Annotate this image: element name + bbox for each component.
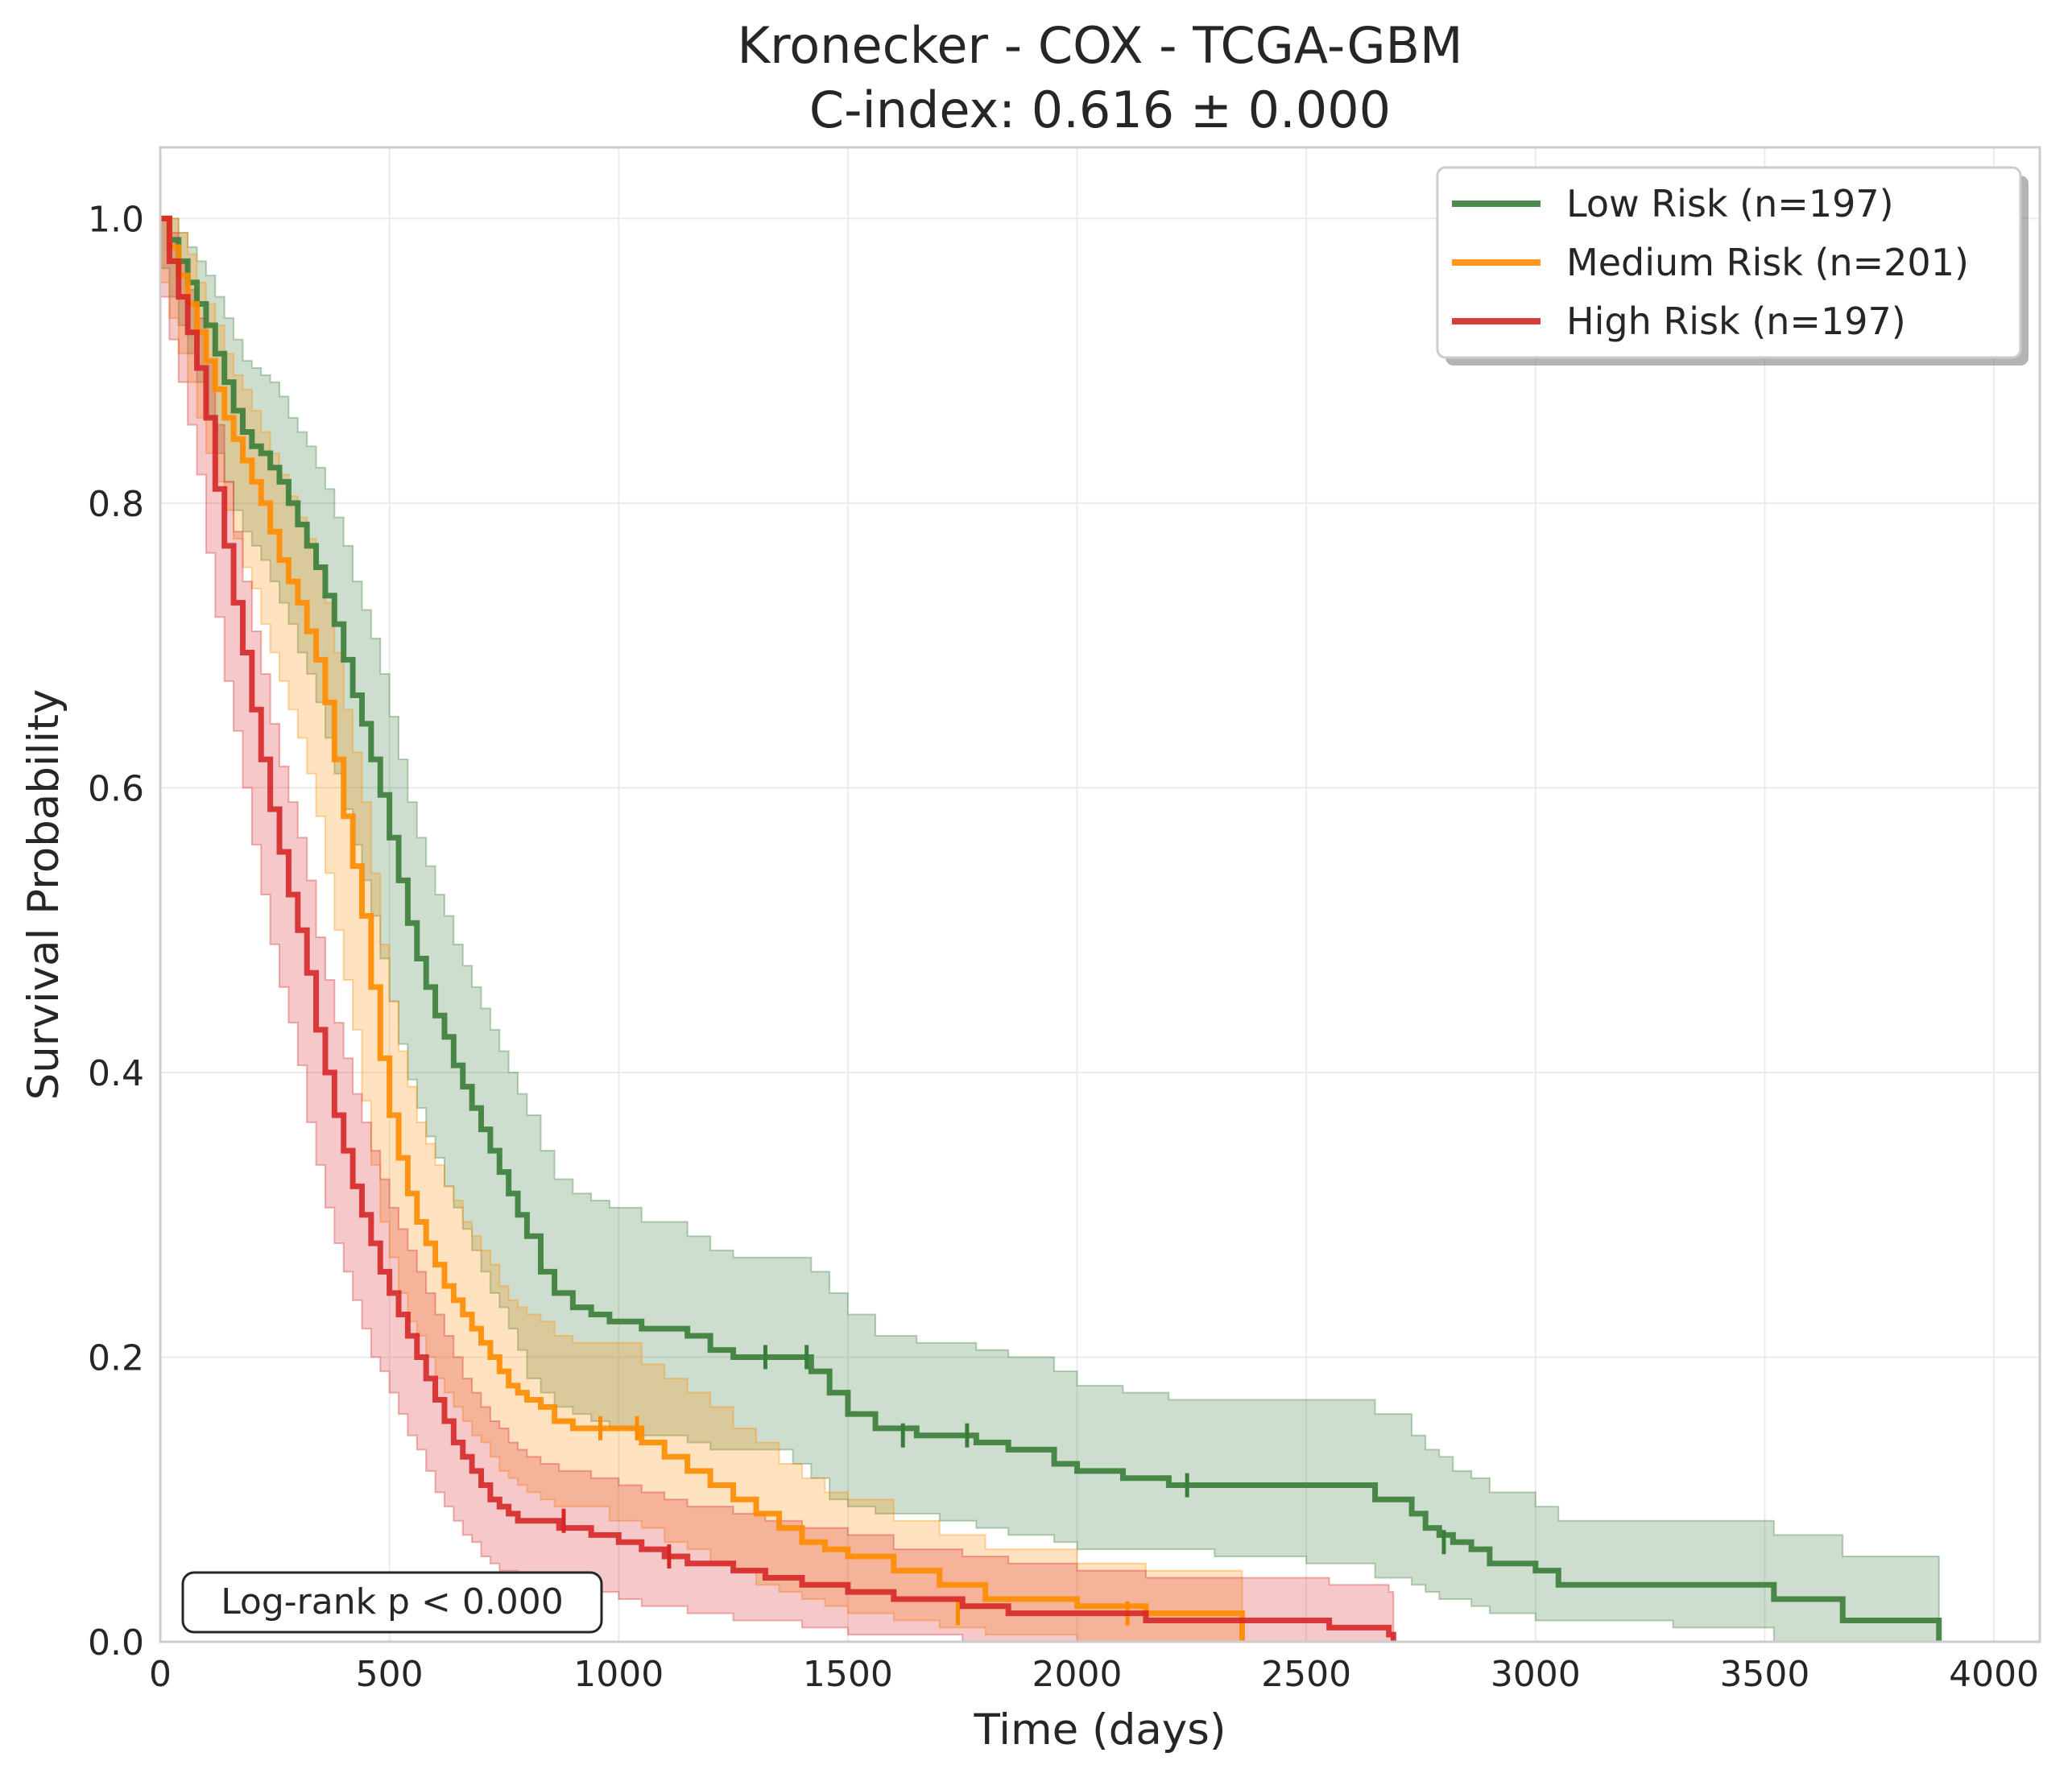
x-axis-title: Time (days) (973, 1705, 1226, 1755)
plot-frame (159, 146, 2041, 1643)
x-tick-label: 3500 (1719, 1654, 1809, 1695)
y-tick-label: 0.8 (88, 484, 144, 525)
medium-risk-curve (160, 215, 1245, 1642)
annotation-box (181, 1571, 603, 1634)
logrank-p-value: Log-rank p < 0.000 (221, 1581, 564, 1622)
logrank-annotation: Log-rank p < 0.000 (181, 1571, 603, 1634)
survival-curves (160, 215, 1942, 1642)
y-tick-label: 0.2 (88, 1337, 144, 1378)
y-axis-title: Survival Probability (19, 689, 68, 1101)
y-tick-label: 1.0 (88, 199, 144, 240)
x-tick-label: 1000 (573, 1654, 664, 1695)
high-risk-curve (160, 215, 1396, 1642)
legend: Low Risk (n=197) Medium Risk (n=201) High … (1436, 166, 2029, 366)
medium-risk-legend-label: Medium Risk (n=201) (1566, 241, 1969, 284)
high-risk-legend-label: High Risk (n=197) (1566, 300, 1906, 343)
x-tick-label: 2500 (1261, 1654, 1351, 1695)
low-risk-legend-label: Low Risk (n=197) (1566, 182, 1894, 225)
y-tick-label: 0.6 (88, 768, 144, 809)
axis-ticks: 0 500 1000 1500 2000 2500 3000 3500 4000 0.0 0.2 0.… (88, 199, 2039, 1695)
x-tick-label: 0 (149, 1654, 172, 1695)
x-tick-label: 2000 (1032, 1654, 1123, 1695)
x-tick-label: 1500 (803, 1654, 893, 1695)
x-tick-label: 4000 (1949, 1654, 2039, 1695)
x-tick-label: 3000 (1491, 1654, 1581, 1695)
y-tick-label: 0.0 (88, 1622, 144, 1664)
high-risk-ci-band (159, 217, 1395, 1643)
low-risk-curve (160, 215, 1942, 1642)
y-tick-label: 0.4 (88, 1053, 144, 1094)
legend-box (1436, 166, 2022, 359)
x-tick-label: 500 (356, 1654, 424, 1695)
chart-title: Kronecker - COX - TCGA-GBM (737, 16, 1462, 75)
chart-subtitle: C-index: 0.616 ± 0.000 (809, 81, 1391, 139)
